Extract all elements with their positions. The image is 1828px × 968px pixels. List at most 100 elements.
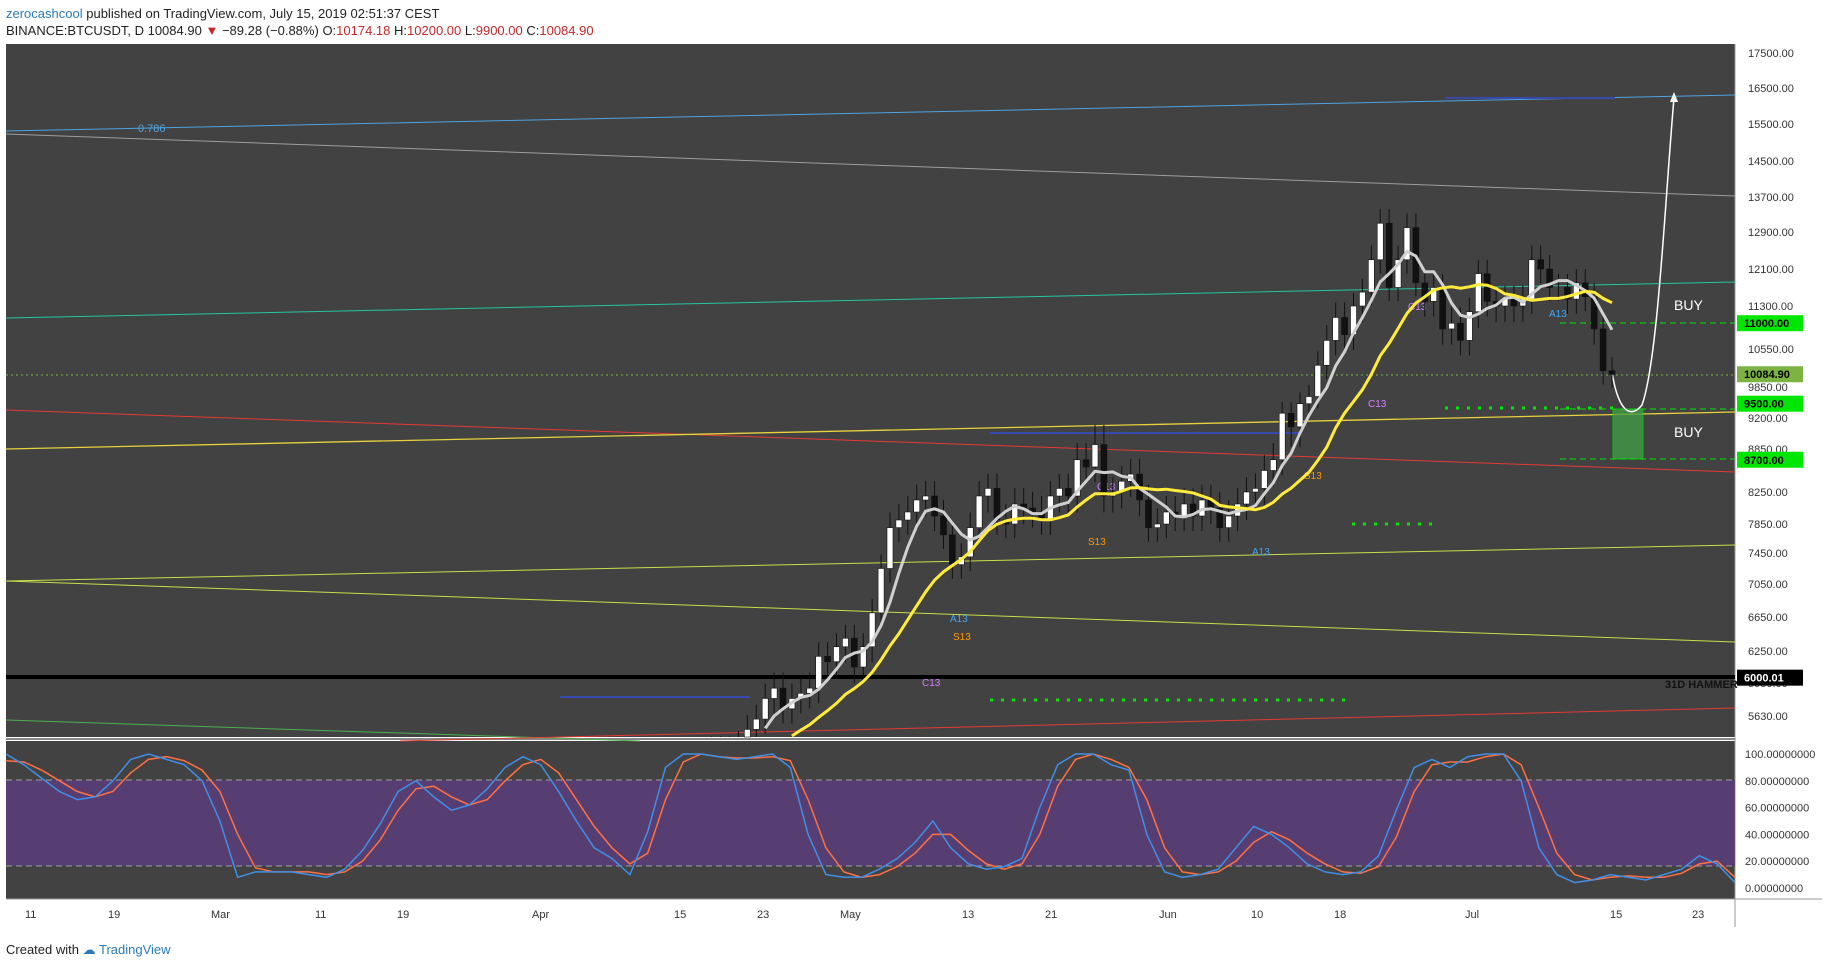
high-value: 10200.00 (407, 23, 462, 38)
candle-body (1608, 370, 1616, 375)
candle-body (1466, 311, 1473, 341)
marker-label: S13 (953, 632, 971, 643)
candle-body (1430, 287, 1438, 302)
candle-body (1056, 488, 1063, 497)
price-change: −89.28 (−0.88%) (221, 23, 319, 38)
slow-ma-line (791, 282, 1613, 738)
price-tick-label: 13700.00 (1748, 192, 1794, 204)
red-support-line (399, 707, 1736, 742)
time-tick-label: 19 (397, 909, 409, 921)
time-tick-label: Mar (211, 909, 230, 921)
buy-label-upper: BUY (1674, 297, 1703, 313)
candle-body (1296, 403, 1304, 428)
hammer-label: 31D HAMMER (1665, 679, 1738, 691)
candle-body (1385, 222, 1393, 288)
candle-body (833, 646, 840, 662)
candle-body (1163, 511, 1170, 525)
oscillator-tick-label: 100.00000000 (1745, 749, 1815, 761)
marker-label: A13 (950, 614, 968, 625)
price-tag-box (1737, 669, 1803, 686)
lime-trend-line-lower (5, 580, 1736, 643)
candle-body (1145, 499, 1152, 528)
price-tags: 11000.00 10084.90 9500.00 8700.00 6000.01 (1737, 315, 1803, 686)
candle-body (1011, 503, 1019, 525)
stoch-band (6, 780, 1735, 866)
price-tag-label: 11000.00 (1744, 318, 1789, 330)
resistance-line (5, 133, 1736, 197)
price-tick-label: 10550.00 (1748, 344, 1794, 356)
marker-label: S13 (1304, 471, 1322, 482)
candle-body (1180, 503, 1188, 517)
candle-body (886, 527, 894, 569)
time-tick-label: 15 (1610, 909, 1622, 921)
candle-body (913, 499, 921, 513)
open-value: 10174.18 (336, 23, 391, 38)
fib-0786-line (5, 94, 1736, 132)
price-tick-label: 11300.00 (1748, 301, 1793, 313)
last-price: 10084.90 (147, 23, 202, 38)
price-tag-label: 8700.00 (1744, 455, 1784, 467)
lime-trend-line-upper (5, 544, 1736, 582)
candle-body (1287, 412, 1295, 428)
oscillator-tick-label: 20.00000000 (1745, 856, 1809, 868)
published-text: published on TradingView.com, July 15, 2… (86, 6, 440, 21)
price-tick-label: 7450.00 (1748, 548, 1788, 560)
time-tick-label: 11 (25, 909, 36, 921)
candle-body (1439, 287, 1446, 330)
tradingview-logo-icon[interactable]: ☁ (82, 942, 96, 957)
candle-body (815, 656, 822, 689)
candle-body (744, 729, 751, 738)
red-trend-line (5, 409, 1736, 473)
candle-body (1510, 298, 1518, 307)
author-link[interactable]: zerocashcool (6, 6, 83, 21)
price-tick-label: 12100.00 (1748, 264, 1794, 276)
price-tick-label: 7850.00 (1748, 519, 1788, 531)
oscillator-axis-labels: 100.00000000 80.00000000 60.00000000 40.000… (1745, 749, 1815, 895)
oscillator-tick-label: 80.00000000 (1745, 776, 1809, 788)
marker-label: A13 (1252, 547, 1270, 558)
price-tick-label: 15500.00 (1748, 119, 1794, 131)
price-tag-box (1737, 451, 1803, 468)
buy-zone-box (1612, 408, 1644, 460)
chart-header: zerocashcool published on TradingView.co… (6, 5, 594, 39)
tradingview-brand[interactable]: TradingView (99, 942, 171, 957)
candle-body (1269, 459, 1277, 471)
low-value: 9900.00 (475, 23, 523, 38)
close-value: 10084.90 (539, 23, 594, 38)
candle-body (904, 511, 912, 521)
time-tick-label: 15 (674, 909, 686, 921)
marker-label: C13 (922, 678, 941, 689)
time-tick-label: Jul (1465, 909, 1479, 921)
price-tag-box (1737, 315, 1803, 332)
low-label: L: (464, 23, 476, 38)
candle-body (1189, 503, 1197, 517)
candle-body (922, 495, 929, 501)
candle-body (975, 495, 983, 528)
candle-body (859, 646, 867, 668)
oscillator-tick-label: 0.00000000 (1745, 883, 1803, 895)
time-tick-label: 23 (1692, 909, 1704, 921)
candle-body (761, 698, 769, 720)
symbol-label: BINANCE:BTCUSDT, D (6, 23, 144, 38)
open-label: O: (322, 23, 337, 38)
price-tick-label: 12900.00 (1748, 227, 1794, 239)
candle-body (1564, 287, 1571, 300)
time-tick-label: Jun (1159, 909, 1177, 921)
candle-body (1073, 459, 1081, 497)
time-tick-label: 13 (962, 909, 974, 921)
oscillator-tick-label: 40.00000000 (1745, 829, 1809, 841)
time-tick-label: 21 (1045, 909, 1057, 921)
candle-body (1064, 488, 1072, 497)
time-axis[interactable] (6, 899, 1735, 927)
price-axis[interactable] (1735, 44, 1822, 899)
candle-body (1278, 412, 1286, 461)
price-tag-label: 9500.00 (1744, 399, 1784, 411)
candle-body (1261, 470, 1268, 489)
publish-line: zerocashcool published on TradingView.co… (6, 5, 594, 22)
candle-body (1368, 259, 1375, 293)
candle-body (1154, 523, 1161, 528)
created-with-text: Created with (6, 942, 79, 957)
fib-label: 0.786 (138, 123, 166, 135)
marker-label: C13 (1408, 302, 1427, 313)
